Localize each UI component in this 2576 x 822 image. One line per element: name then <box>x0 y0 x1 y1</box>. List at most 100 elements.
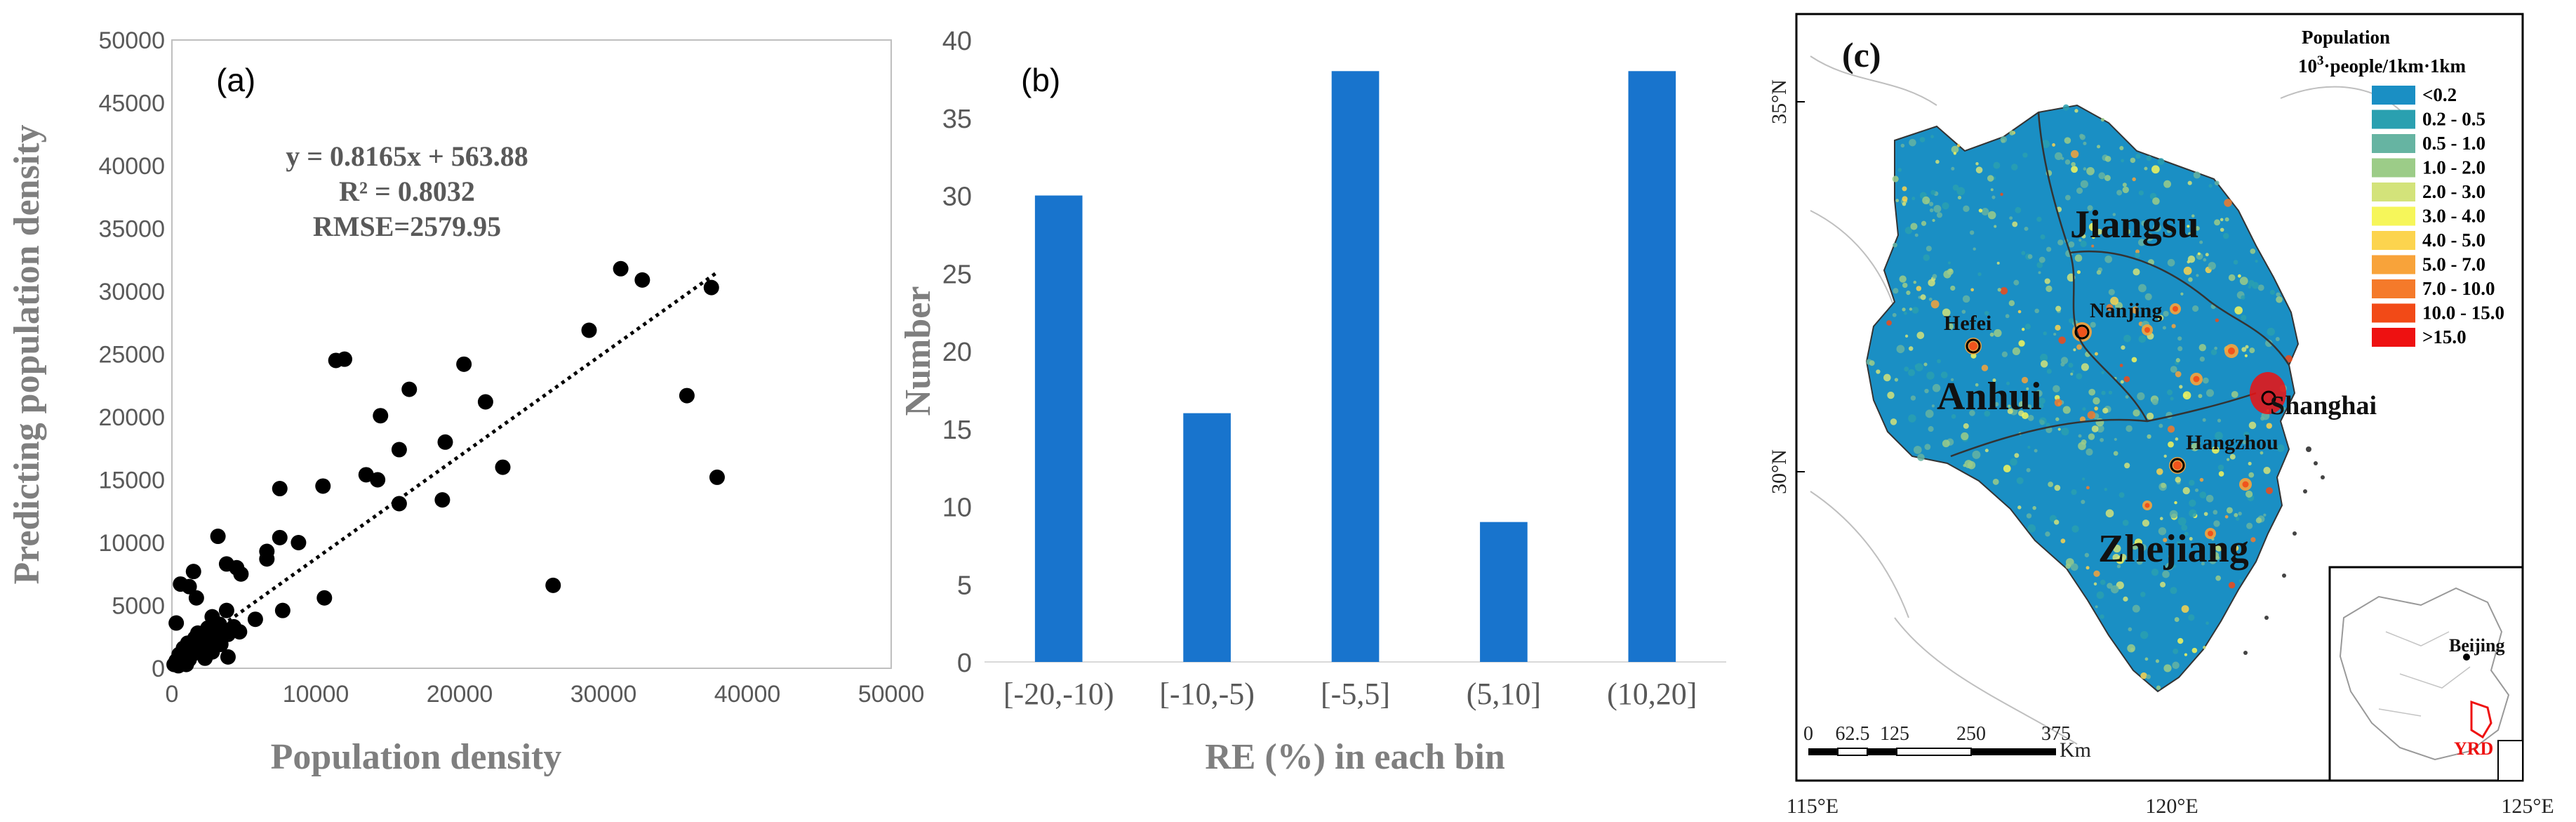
scatter-point <box>247 611 263 628</box>
scatter-point <box>434 492 451 508</box>
scatter-point <box>315 478 331 494</box>
bar-panel-label: (b) <box>1021 62 1060 98</box>
density-speck <box>1942 202 1949 210</box>
scatter-x-tick-label: 50000 <box>858 681 925 708</box>
density-speck <box>2196 253 2203 260</box>
bar-y-tick-label: 10 <box>942 493 972 523</box>
density-speck <box>1910 223 1918 230</box>
density-speck <box>1928 426 1934 432</box>
density-speck <box>2215 575 2222 581</box>
density-speck <box>1902 201 1907 206</box>
density-speck <box>2138 335 2147 343</box>
density-speck <box>2076 187 2083 194</box>
density-speck <box>2187 260 2191 264</box>
density-speck <box>2021 376 2029 384</box>
density-speck <box>1957 195 1962 200</box>
density-speck <box>2058 336 2066 344</box>
urban-core <box>2173 461 2182 470</box>
density-speck <box>2170 366 2177 373</box>
map-panel: Jiangsu Anhui Zhejiang Shanghai Nanjing … <box>1768 13 2554 818</box>
density-speck <box>2027 524 2036 533</box>
density-speck <box>2093 397 2100 405</box>
lon-tick-120: 120°E <box>2145 795 2198 818</box>
density-speck <box>1902 186 1907 192</box>
density-speck <box>2184 531 2189 536</box>
density-speck <box>2107 583 2113 589</box>
bar-y-tick-label: 0 <box>957 649 972 678</box>
legend-unit: 103·people/1km·1km <box>2298 53 2467 77</box>
density-speck <box>2027 254 2033 259</box>
density-speck <box>1989 332 1994 337</box>
density-speck <box>2158 527 2167 536</box>
density-speck <box>1925 409 1934 418</box>
density-speck <box>2167 389 2173 395</box>
density-speck <box>1902 196 1908 202</box>
density-speck <box>2222 232 2229 239</box>
density-speck <box>2226 507 2233 514</box>
density-speck <box>2191 214 2195 218</box>
density-speck <box>1908 414 1916 423</box>
density-speck <box>2105 509 2114 518</box>
legend-label: 0.2 - 0.5 <box>2422 109 2485 130</box>
density-speck <box>2239 277 2248 286</box>
density-speck <box>1981 364 1989 371</box>
density-speck <box>2181 524 2188 531</box>
density-speck <box>1975 162 1979 166</box>
density-speck <box>2038 417 2047 425</box>
density-speck <box>2196 274 2199 277</box>
density-speck <box>2053 519 2060 525</box>
trend-line <box>171 272 717 663</box>
density-speck <box>2212 446 2220 454</box>
density-speck <box>2139 543 2147 551</box>
density-speck <box>1994 402 1999 407</box>
density-speck <box>2106 304 2114 311</box>
hangzhou-marker <box>2170 458 2185 473</box>
scatter-point <box>207 624 223 640</box>
density-speck <box>2205 253 2209 257</box>
urban-core <box>2144 503 2150 508</box>
density-speck <box>2167 425 2175 433</box>
density-speck <box>2081 234 2086 239</box>
density-speck <box>2174 617 2180 622</box>
density-speck <box>2065 563 2071 569</box>
scatter-point <box>168 615 185 631</box>
density-speck <box>2096 591 2104 599</box>
density-speck <box>2138 284 2147 293</box>
legend-label: 3.0 - 4.0 <box>2422 206 2485 227</box>
legend-label: 5.0 - 7.0 <box>2422 254 2485 275</box>
density-speck <box>2244 354 2248 357</box>
density-speck <box>2123 596 2128 602</box>
density-speck <box>2104 487 2108 491</box>
rmse: RMSE=2579.95 <box>313 211 501 242</box>
density-speck <box>2027 414 2034 421</box>
nanjing-marker <box>2074 324 2090 340</box>
density-speck <box>2096 425 2104 433</box>
density-speck <box>2208 184 2213 188</box>
density-speck <box>2238 579 2243 583</box>
bar-x-tick-label: [-20,-10) <box>1003 677 1114 711</box>
density-speck <box>2177 336 2182 341</box>
scatter-y-tick-label: 30000 <box>98 279 165 305</box>
legend-label: <0.2 <box>2422 84 2457 105</box>
yrd-inset-outline <box>2470 700 2492 739</box>
density-speck <box>2068 362 2074 368</box>
density-speck <box>1997 288 2001 292</box>
density-speck <box>1962 295 1970 303</box>
density-speck <box>2248 285 2252 289</box>
density-speck <box>2100 579 2106 585</box>
density-speck <box>2199 356 2205 362</box>
density-speck <box>2197 252 2201 256</box>
scale-tick-label: 62.5 <box>1836 723 1870 745</box>
density-speck <box>1899 275 1907 283</box>
density-speck <box>2189 479 2195 486</box>
density-speck <box>2163 454 2167 458</box>
scatter-plot-area <box>171 39 892 669</box>
density-speck <box>2078 239 2082 242</box>
label-jiangsu: Jiangsu <box>2070 203 2199 246</box>
density-speck <box>2169 510 2178 519</box>
density-speck <box>2162 326 2166 330</box>
density-speck <box>1975 383 1979 387</box>
density-speck <box>2071 525 2079 533</box>
scale-tick-label: 125 <box>1880 723 1909 745</box>
scatter-point <box>218 602 234 618</box>
